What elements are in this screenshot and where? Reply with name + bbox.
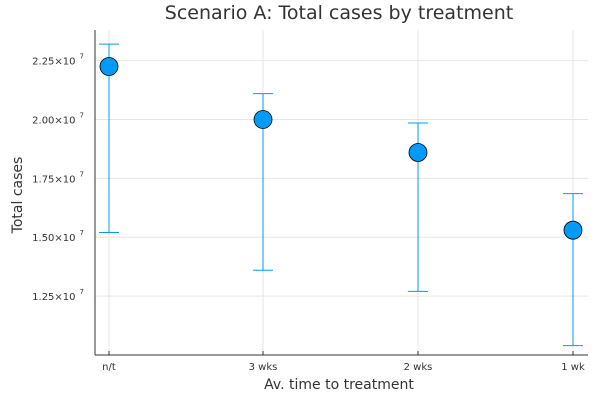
y-tick-label: 1.25×10 7 (32, 288, 84, 303)
x-tick-labels: n/t 3 wks 2 wks 1 wk (102, 351, 585, 373)
data-point (563, 220, 583, 240)
y-tick-label: 1.50×10 7 (32, 229, 84, 244)
data-point (408, 143, 428, 162)
y-tick-label: 2.25×10 7 (32, 53, 84, 68)
data-point (99, 57, 119, 76)
data-points (99, 57, 583, 240)
chart-title: Scenario A: Total cases by treatment (165, 2, 513, 24)
x-axis-label: Av. time to treatment (264, 377, 414, 393)
y-gridlines (95, 60, 588, 297)
y-tick-label: 1.75×10 7 (32, 170, 84, 185)
x-tick-label: 1 wk (561, 362, 585, 373)
x-gridlines (108, 30, 574, 355)
y-tick-label: 2.00×10 7 (32, 111, 84, 126)
y-axis-label: Total cases (10, 157, 26, 235)
x-tick-label: n/t (102, 362, 116, 373)
y-tick-labels: 1.25×10 7 1.50×10 7 1.75×10 7 2.00×10 7 2.25×10 7 (32, 53, 84, 304)
x-tick-label: 2 wks (404, 362, 433, 373)
x-tick-label: 3 wks (249, 362, 278, 373)
data-point (253, 110, 273, 129)
error-bars (99, 43, 583, 347)
